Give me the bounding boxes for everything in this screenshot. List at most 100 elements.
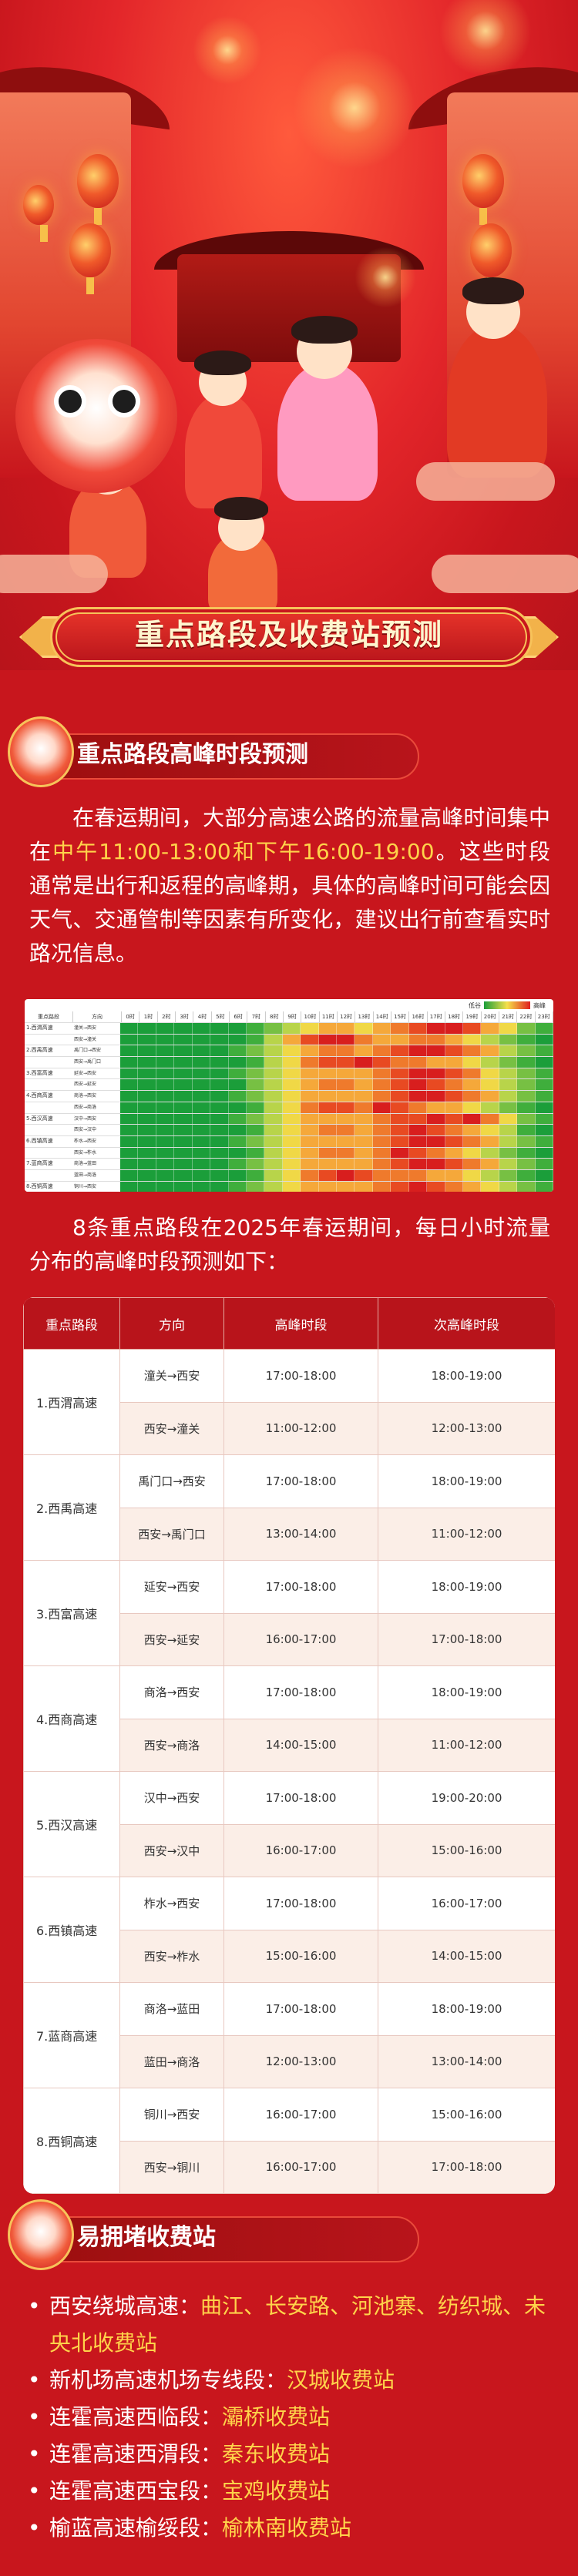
heatmap-hour-label: 22时 — [517, 1011, 536, 1022]
heatmap-cell — [210, 1034, 229, 1045]
heatmap-cell — [210, 1169, 229, 1181]
heatmap-cell — [355, 1147, 373, 1159]
cell-direction: 延安→西安 — [119, 1560, 224, 1614]
heatmap-cell — [355, 1068, 373, 1079]
heatmap-cell — [174, 1068, 193, 1079]
heatmap-hour-label: 6时 — [230, 1011, 248, 1022]
heatmap-cell — [355, 1125, 373, 1135]
tollgate-item: 连霍高速西宝段：宝鸡收费站 — [23, 2473, 555, 2510]
heatmap-cell — [192, 1125, 211, 1135]
heatmap-cell — [264, 1169, 283, 1181]
heatmap-cell — [481, 1147, 499, 1159]
heatmap-cell — [210, 1181, 229, 1192]
heatmap-cell — [282, 1034, 301, 1045]
heatmap-cell — [246, 1057, 265, 1068]
heatmap-cell — [301, 1023, 319, 1034]
heatmap-hour-label: 8时 — [266, 1011, 284, 1022]
heatmap-cell — [318, 1135, 338, 1147]
heatmap-cell — [228, 1135, 247, 1147]
heatmap-cell — [264, 1135, 283, 1147]
tollgate-item: 新机场高速机场专线段：汉城收费站 — [23, 2362, 555, 2399]
heatmap-row: 蓝田→商洛 — [25, 1169, 553, 1181]
heatmap-route-label — [25, 1079, 72, 1091]
heatmap-cell — [463, 1169, 482, 1181]
heatmap-direction-label: 柞水→西安 — [72, 1135, 120, 1147]
heatmap-cell — [499, 1169, 518, 1181]
cell-second-peak: 15:00-16:00 — [378, 2088, 555, 2142]
heatmap-cell — [337, 1045, 355, 1057]
heatmap-cell — [246, 1159, 265, 1169]
heatmap-cell — [499, 1057, 518, 1068]
cell-route: 7.蓝商高速 — [23, 1982, 120, 2088]
heatmap-cell — [192, 1181, 211, 1192]
heatmap-cell — [445, 1135, 464, 1147]
heatmap-cell — [499, 1102, 518, 1113]
heatmap-cell — [337, 1102, 355, 1113]
heatmap-cell — [517, 1045, 536, 1057]
heatmap-hour-label: 11时 — [320, 1011, 338, 1022]
table-row: 7.蓝商高速 商洛→蓝田 17:00-18:00 18:00-19:00 — [23, 1982, 555, 2088]
heatmap-cell — [445, 1147, 464, 1159]
heatmap-cell — [481, 1113, 499, 1125]
heatmap-cell — [355, 1091, 373, 1102]
heatmap-row: 西安→汉中 — [25, 1124, 553, 1135]
heatmap-row: 3.西富高速 延安→西安 — [25, 1067, 553, 1079]
heatmap-cell — [445, 1045, 464, 1057]
heatmap-direction-label: 禹门口→西安 — [72, 1045, 120, 1057]
tollgate-road-label: 西安绕城高速： — [49, 2293, 201, 2319]
heatmap-cell — [535, 1023, 553, 1034]
table-row: 5.西汉高速 汉中→西安 17:00-18:00 19:00-20:00 — [23, 1771, 555, 1877]
lantern-icon — [462, 154, 504, 225]
heatmap-cell — [210, 1135, 229, 1147]
heatmap-cell — [228, 1034, 247, 1045]
heatmap-cell — [355, 1113, 373, 1125]
person-boy-hair — [194, 351, 251, 375]
heatmap-cell — [517, 1023, 536, 1034]
heatmap-cell — [318, 1181, 338, 1192]
heatmap-cell — [264, 1181, 283, 1192]
firework-icon — [439, 0, 532, 77]
heatmap-cell — [463, 1057, 482, 1068]
heatmap-cell — [391, 1147, 409, 1159]
heatmap-route-label: 4.西商高速 — [25, 1091, 72, 1102]
heatmap-cell — [138, 1034, 156, 1045]
heatmap-cell — [156, 1091, 175, 1102]
heatmap-cell — [463, 1147, 482, 1159]
heatmap-cell — [246, 1113, 265, 1125]
heatmap-cell — [463, 1079, 482, 1091]
heatmap-hour-label: 21时 — [499, 1011, 518, 1022]
tollgate-item: 连霍高速西渭段：秦东收费站 — [23, 2436, 555, 2473]
heatmap-cell — [174, 1135, 193, 1147]
heatmap-hour-label: 13时 — [355, 1011, 374, 1022]
heatmap-cell — [408, 1135, 428, 1147]
heatmap-cell — [427, 1079, 445, 1091]
heatmap-cell — [138, 1125, 156, 1135]
heatmap-cell — [535, 1034, 553, 1045]
heatmap-cell — [337, 1068, 355, 1079]
heatmap-cell — [372, 1091, 391, 1102]
para-text-pre: 在春运期间，大部分高速公路的流量高峰时间集中在 — [29, 805, 550, 864]
heatmap-hour-label: 0时 — [122, 1011, 140, 1022]
heatmap-cell — [301, 1102, 319, 1113]
heatmap-cell — [156, 1023, 175, 1034]
heatmap-cell — [210, 1045, 229, 1057]
heatmap-cell — [408, 1045, 428, 1057]
heatmap-cell — [138, 1181, 156, 1192]
heatmap-cell — [481, 1169, 499, 1181]
heatmap-hour-label: 19时 — [463, 1011, 482, 1022]
heatmap-cell — [301, 1169, 319, 1181]
heatmap-cell — [156, 1125, 175, 1135]
heatmap-cell — [337, 1113, 355, 1125]
lantern-icon — [77, 154, 119, 225]
heatmap-cell — [301, 1079, 319, 1091]
heatmap-cell — [481, 1023, 499, 1034]
heatmap-cell — [156, 1147, 175, 1159]
heatmap-cell — [156, 1181, 175, 1192]
cell-second-peak: 18:00-19:00 — [378, 1349, 555, 1403]
cell-direction: 西安→汉中 — [119, 1823, 224, 1877]
heatmap-cell — [499, 1135, 518, 1147]
heatmap-cell — [228, 1147, 247, 1159]
section-header-bar — [62, 2216, 419, 2262]
heatmap-cell — [228, 1057, 247, 1068]
